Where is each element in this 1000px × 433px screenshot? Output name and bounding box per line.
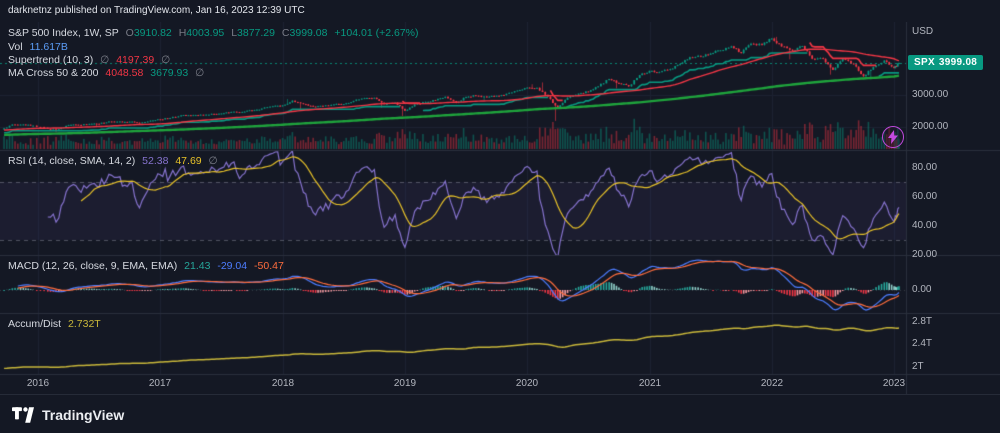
price-legend-row: S&P 500 Index, 1W, SP O3910.82 H4003.95 … bbox=[8, 27, 422, 39]
accdist-title[interactable]: Accum/Dist bbox=[8, 318, 62, 330]
rsi-value: 52.38 bbox=[142, 155, 169, 167]
volume-label[interactable]: Vol bbox=[8, 41, 23, 53]
ma200-value: 3679.93 bbox=[150, 67, 189, 79]
time-axis-year: 2017 bbox=[148, 378, 172, 389]
time-axis-year: 2020 bbox=[515, 378, 539, 389]
badge-price: 3999.08 bbox=[938, 57, 978, 68]
lightning-icon bbox=[888, 130, 898, 144]
price-axis-currency-label: USD bbox=[912, 26, 934, 37]
last-price-badge: SPX 3999.08 bbox=[908, 55, 984, 70]
rsi-axis-label: 80.00 bbox=[912, 162, 938, 173]
price-axis-label: 2000.00 bbox=[912, 121, 949, 132]
accdist-legend-row: Accum/Dist 2.732T bbox=[8, 318, 105, 330]
time-axis-year: 2021 bbox=[638, 378, 662, 389]
hidden-icon[interactable]: ∅ bbox=[100, 54, 110, 66]
macd-legend-row: MACD (12, 26, close, 9, EMA, EMA) 21.43 … bbox=[8, 260, 288, 272]
price-axis-label: 3000.00 bbox=[912, 89, 949, 100]
accdist-axis-label: 2.8T bbox=[912, 316, 933, 327]
hidden-icon[interactable]: ∅ bbox=[161, 54, 171, 66]
accdist-axis-label: 2T bbox=[912, 361, 924, 372]
macd-title[interactable]: MACD (12, 26, close, 9, EMA, EMA) bbox=[8, 260, 178, 272]
time-axis-year: 2018 bbox=[271, 378, 295, 389]
rsi-sma-value: 47.69 bbox=[175, 155, 202, 167]
hidden-icon[interactable]: ∅ bbox=[195, 67, 205, 79]
supertrend-legend-row: Supertrend (10, 3) ∅ 4197.39 ∅ bbox=[8, 54, 174, 66]
time-axis-year: 2016 bbox=[26, 378, 50, 389]
hidden-icon[interactable]: ∅ bbox=[208, 155, 218, 167]
rsi-title[interactable]: RSI (14, close, SMA, 14, 2) bbox=[8, 155, 136, 167]
ma-cross-legend-row: MA Cross 50 & 200 4048.58 3679.93 ∅ bbox=[8, 67, 208, 79]
time-axis-year: 2023 bbox=[882, 378, 906, 389]
volume-value: 11.617B bbox=[29, 41, 68, 53]
time-axis-year: 2019 bbox=[393, 378, 417, 389]
macd-line-value: -29.04 bbox=[217, 260, 248, 272]
attribution-bar: darknetnz published on TradingView.com, … bbox=[0, 0, 1000, 22]
tradingview-logo-icon bbox=[12, 406, 34, 423]
macd-hist-value: 21.43 bbox=[184, 260, 211, 272]
rsi-axis-label: 40.00 bbox=[912, 220, 938, 231]
brand-name[interactable]: TradingView bbox=[42, 406, 125, 423]
accdist-axis-label: 2.4T bbox=[912, 338, 933, 349]
accdist-value: 2.732T bbox=[68, 318, 101, 330]
open-value: 3910.82 bbox=[133, 27, 172, 39]
ma-cross-title[interactable]: MA Cross 50 & 200 bbox=[8, 67, 99, 79]
high-value: 4003.95 bbox=[186, 27, 225, 39]
change-value: +104.01 (+2.67%) bbox=[334, 27, 419, 39]
attribution-text: darknetnz published on TradingView.com, … bbox=[8, 5, 305, 16]
time-axis-year: 2022 bbox=[760, 378, 784, 389]
close-label: C bbox=[281, 27, 290, 39]
badge-symbol: SPX bbox=[914, 57, 935, 68]
rsi-axis-label: 20.00 bbox=[912, 249, 938, 260]
flash-button[interactable] bbox=[882, 126, 904, 148]
tradingview-logo[interactable] bbox=[12, 406, 34, 423]
high-label: H bbox=[178, 27, 187, 39]
macd-axis-label: 0.00 bbox=[912, 284, 932, 295]
rsi-axis-label: 60.00 bbox=[912, 191, 938, 202]
open-label: O bbox=[125, 27, 134, 39]
supertrend-title[interactable]: Supertrend (10, 3) bbox=[8, 54, 94, 66]
macd-signal-value: -50.47 bbox=[254, 260, 284, 272]
ma50-value: 4048.58 bbox=[105, 67, 144, 79]
footer: TradingView bbox=[0, 394, 1000, 433]
supertrend-value: 4197.39 bbox=[116, 54, 155, 66]
low-label: L bbox=[231, 27, 238, 39]
volume-legend-row: Vol 11.617B bbox=[8, 41, 72, 53]
rsi-legend-row: RSI (14, close, SMA, 14, 2) 52.38 47.69 … bbox=[8, 155, 222, 167]
symbol-title[interactable]: S&P 500 Index, 1W, SP bbox=[8, 27, 119, 39]
chart-canvas[interactable] bbox=[0, 22, 1000, 394]
close-value: 3999.08 bbox=[289, 27, 328, 39]
low-value: 3877.29 bbox=[237, 27, 275, 39]
